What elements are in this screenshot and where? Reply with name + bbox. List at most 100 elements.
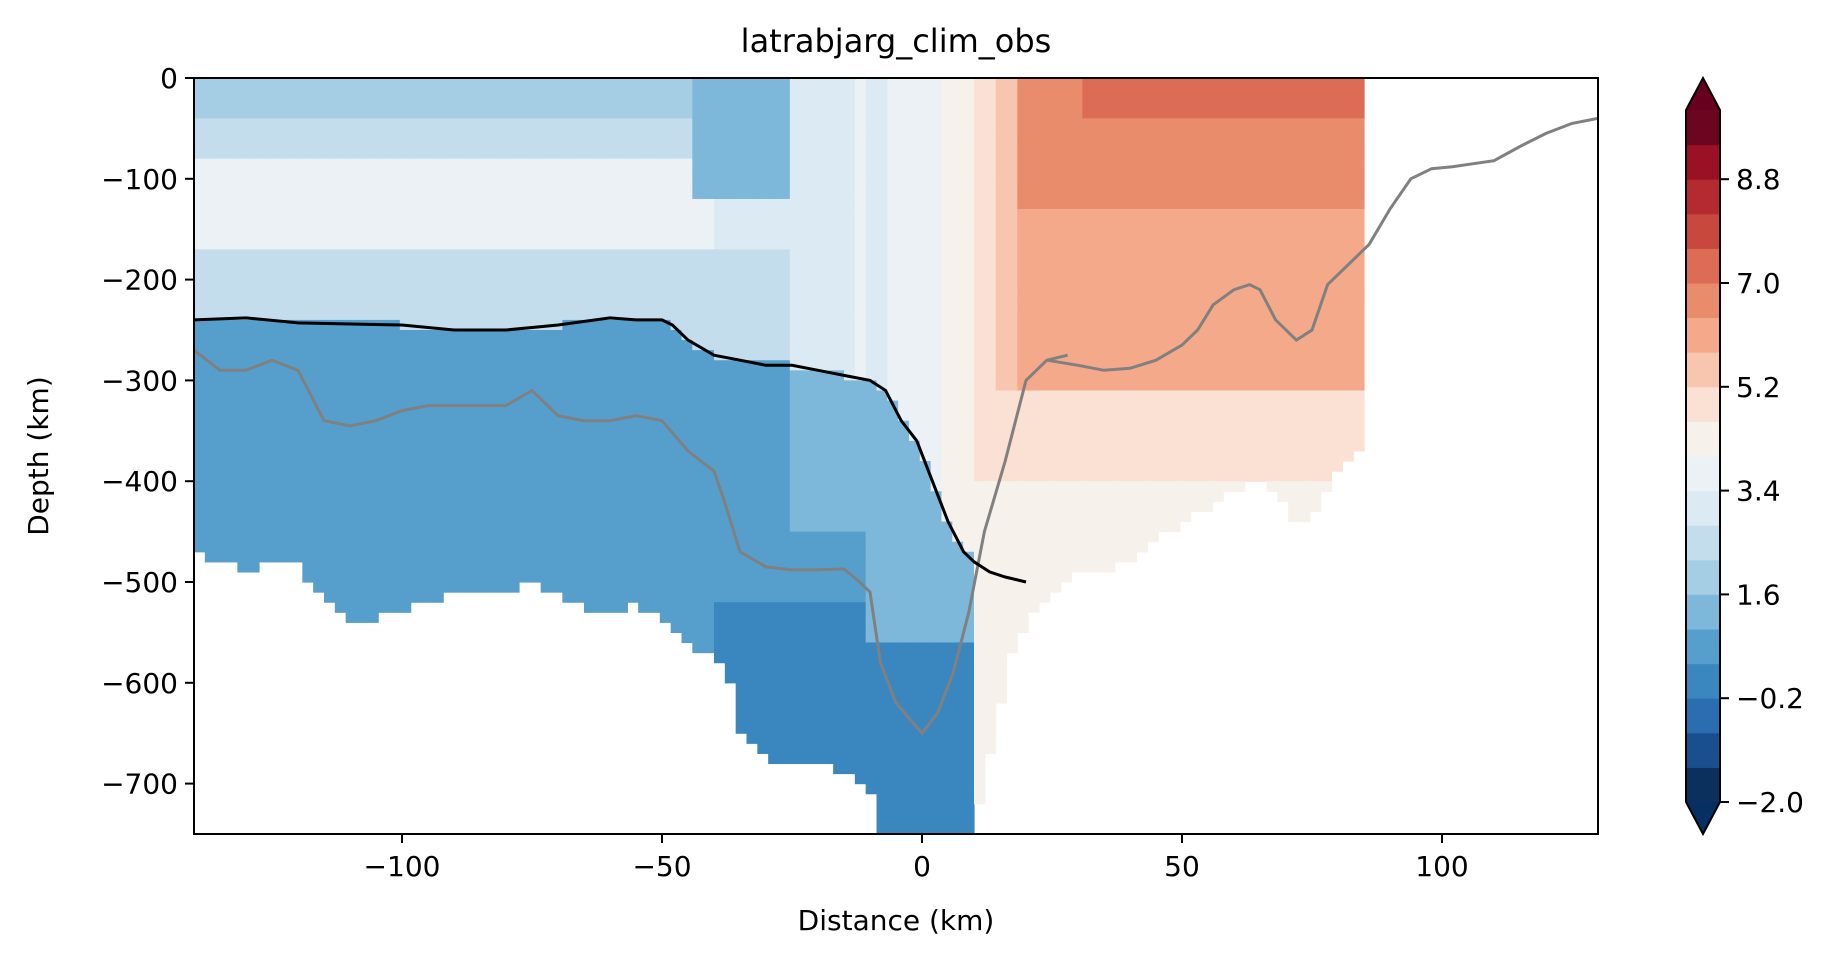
field-cell	[1093, 309, 1105, 321]
field-cell	[573, 380, 585, 392]
field-cell	[865, 350, 878, 361]
field-cell	[1028, 209, 1040, 220]
field-cell	[584, 279, 596, 291]
field-cell	[735, 309, 748, 321]
field-cell	[984, 612, 997, 623]
field-cell	[865, 198, 878, 210]
field-cell	[367, 612, 379, 623]
field-cell	[714, 209, 726, 220]
field-cell	[844, 491, 856, 502]
field-cell	[811, 370, 823, 381]
field-cell	[811, 188, 823, 200]
field-cell	[703, 390, 715, 402]
field-cell	[1017, 289, 1029, 301]
field-cell	[486, 209, 498, 220]
field-cell	[909, 450, 921, 462]
field-cell	[443, 330, 455, 341]
field-cell	[215, 430, 228, 442]
field-cell	[876, 682, 888, 694]
field-cell	[1028, 249, 1040, 261]
field-cell	[345, 350, 358, 361]
field-cell	[345, 198, 358, 210]
field-cell	[573, 561, 585, 573]
field-cell	[594, 330, 607, 341]
field-cell	[1028, 592, 1040, 603]
field-cell	[562, 259, 574, 271]
field-cell	[378, 249, 390, 261]
field-cell	[1028, 309, 1040, 321]
field-cell	[594, 188, 607, 200]
field-cell	[822, 592, 834, 603]
field-cell	[389, 78, 401, 89]
field-cell	[779, 702, 791, 714]
field-cell	[1136, 309, 1148, 321]
field-cell	[389, 390, 401, 402]
field-cell	[724, 249, 737, 261]
field-cell	[746, 178, 758, 190]
field-cell	[1093, 158, 1105, 170]
field-cell	[833, 168, 845, 180]
field-cell	[345, 360, 358, 371]
field-cell	[1125, 491, 1138, 502]
field-cell	[768, 440, 780, 452]
field-cell	[692, 209, 704, 220]
field-cell	[551, 259, 563, 271]
field-cell	[410, 400, 423, 412]
field-cell	[432, 511, 444, 523]
field-cell	[1017, 602, 1029, 613]
field-cell	[1006, 551, 1018, 563]
field-cell	[703, 138, 715, 150]
field-cell	[638, 98, 650, 109]
field-cell	[605, 128, 618, 140]
field-cell	[919, 672, 932, 684]
field-cell	[768, 622, 780, 633]
field-cell	[540, 551, 553, 563]
field-cell	[854, 571, 867, 583]
field-cell	[454, 370, 466, 381]
field-cell	[768, 592, 780, 603]
field-cell	[399, 279, 412, 291]
field-cell	[1071, 188, 1083, 200]
field-cell	[854, 360, 867, 371]
field-cell	[941, 622, 953, 633]
field-cell	[1104, 229, 1116, 240]
field-cell	[324, 108, 336, 119]
field-cell	[432, 420, 444, 432]
field-cell	[410, 491, 423, 502]
field-cell	[789, 602, 802, 613]
field-cell	[519, 521, 531, 533]
field-cell	[291, 481, 303, 492]
field-cell	[259, 78, 271, 89]
field-cell	[226, 360, 238, 371]
field-cell	[670, 108, 683, 119]
field-cell	[1028, 350, 1040, 361]
field-cell	[1125, 299, 1138, 311]
field-cell	[898, 682, 910, 694]
field-cell	[649, 571, 661, 583]
field-cell	[302, 471, 314, 482]
field-cell	[204, 249, 217, 261]
field-cell	[757, 692, 769, 704]
field-cell	[1017, 440, 1029, 452]
field-cell	[562, 450, 574, 462]
field-cell	[952, 592, 964, 603]
field-cell	[508, 118, 520, 129]
field-cell	[844, 521, 856, 533]
field-cell	[1028, 471, 1040, 482]
field-cell	[432, 168, 444, 180]
field-cell	[757, 249, 769, 261]
field-cell	[724, 158, 737, 170]
field-cell	[464, 249, 477, 261]
field-cell	[334, 188, 347, 200]
field-cell	[714, 330, 726, 341]
field-cell	[584, 340, 596, 351]
field-cell	[497, 148, 509, 160]
field-cell	[779, 340, 791, 351]
field-cell	[345, 541, 358, 553]
field-cell	[822, 350, 834, 361]
field-cell	[215, 390, 228, 402]
field-cell	[779, 461, 791, 472]
field-cell	[1114, 239, 1127, 250]
field-cell	[887, 521, 899, 533]
field-cell	[551, 128, 563, 140]
